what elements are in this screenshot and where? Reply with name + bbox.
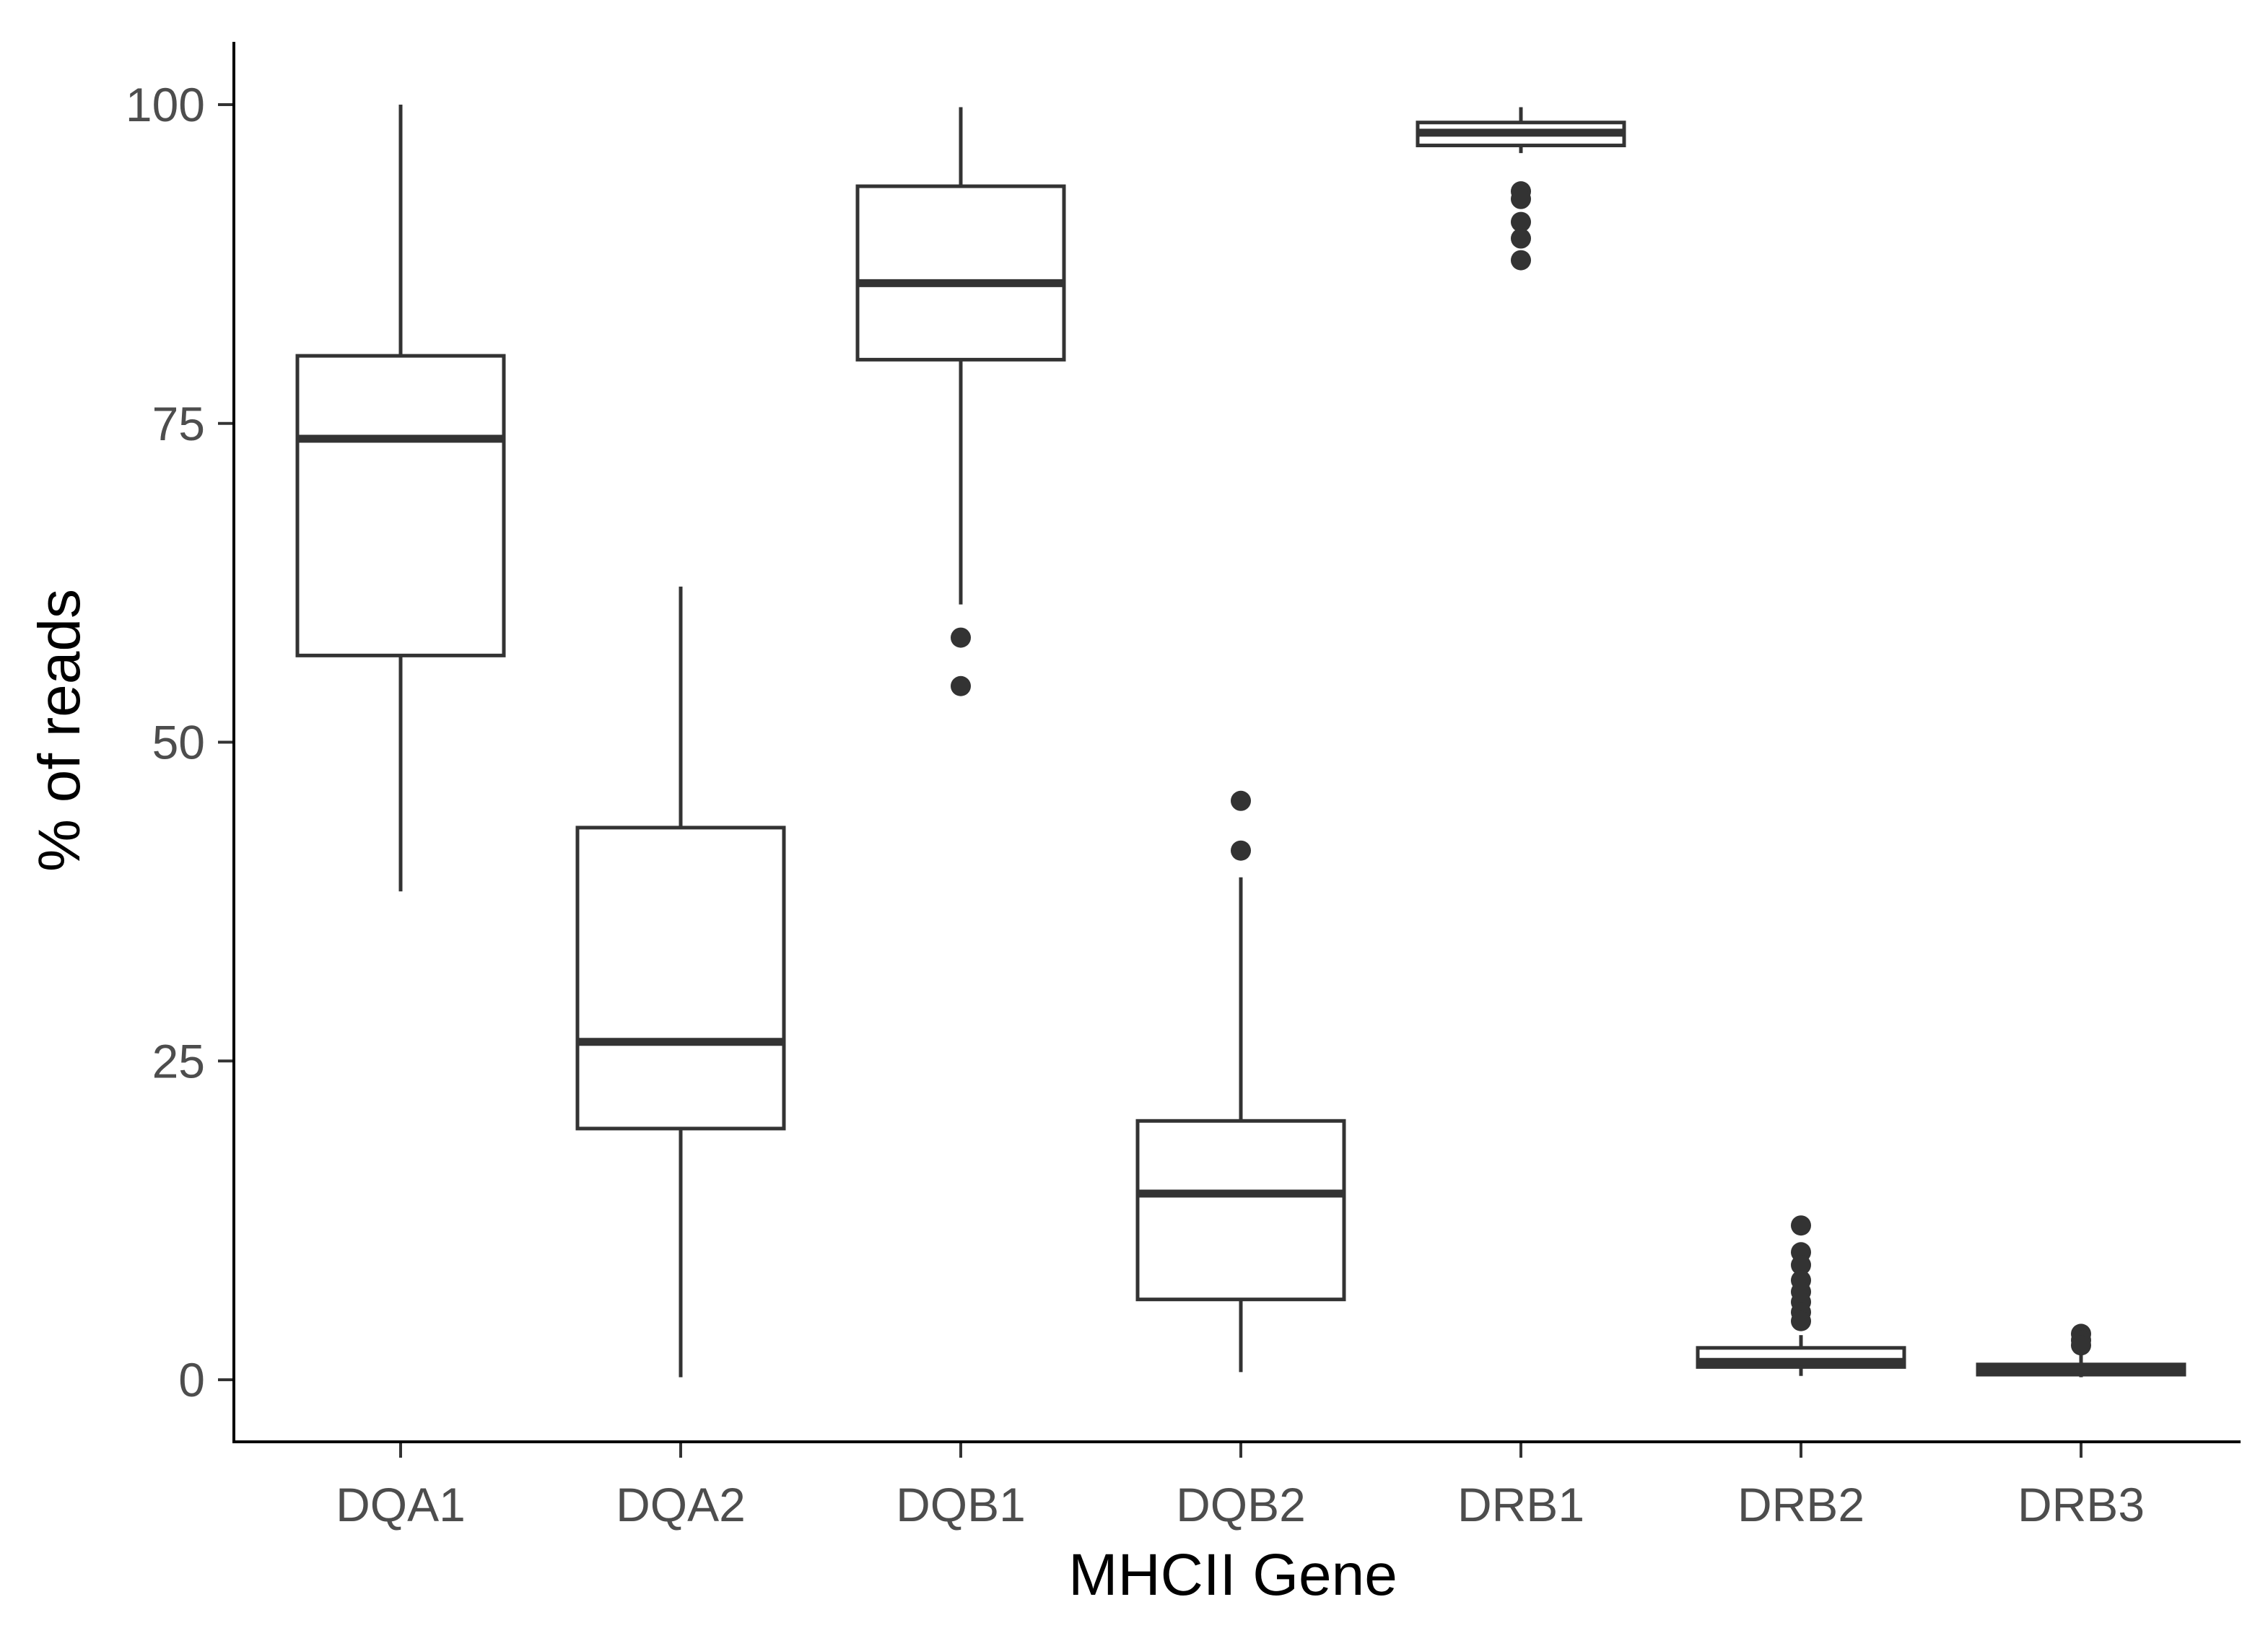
x-tick-label-dqa2: DQA2 xyxy=(616,1478,746,1531)
outlier-point-dqb1 xyxy=(951,627,971,648)
x-tick-label-dqb1: DQB1 xyxy=(896,1478,1026,1531)
outlier-point-drb1 xyxy=(1511,250,1531,271)
outlier-point-drb3 xyxy=(2071,1335,2091,1356)
x-tick-label-dqa1: DQA1 xyxy=(336,1478,466,1531)
x-tick-label-dqb2: DQB2 xyxy=(1176,1478,1306,1531)
outlier-point-drb1 xyxy=(1511,188,1531,209)
outlier-point-drb1 xyxy=(1511,211,1531,232)
x-tick-label-drb2: DRB2 xyxy=(1737,1478,1864,1531)
y-tick-label: 100 xyxy=(126,78,205,131)
box-dqa1 xyxy=(295,354,506,657)
x-axis-title: MHCII Gene xyxy=(1068,1542,1397,1608)
outlier-point-dqb2 xyxy=(1231,840,1251,861)
x-tick-label-drb1: DRB1 xyxy=(1457,1478,1584,1531)
plot-area: 0 25 50 75 100 DQA1 DQA2 DQB1 DQB2 DRB1 DRB2 DRB3 xyxy=(126,78,2186,1531)
y-tick-label: 50 xyxy=(152,716,205,769)
y-tick-label: 25 xyxy=(152,1034,205,1087)
box-dqb2 xyxy=(1135,1119,1346,1302)
y-tick-label: 75 xyxy=(152,397,205,450)
outlier-point-dqb2 xyxy=(1231,790,1251,811)
y-axis-title: % of reads xyxy=(27,589,92,872)
y-tick-label: 0 xyxy=(178,1353,205,1406)
outlier-point-drb2 xyxy=(1791,1215,1811,1236)
x-tick-label-drb3: DRB3 xyxy=(2018,1478,2145,1531)
outlier-point-drb2 xyxy=(1791,1254,1811,1275)
outlier-point-drb1 xyxy=(1511,228,1531,249)
outlier-point-dqb1 xyxy=(951,675,971,696)
box-dqa2 xyxy=(575,826,786,1131)
box-dqb1 xyxy=(855,184,1066,362)
outlier-point-drb2 xyxy=(1791,1310,1811,1331)
